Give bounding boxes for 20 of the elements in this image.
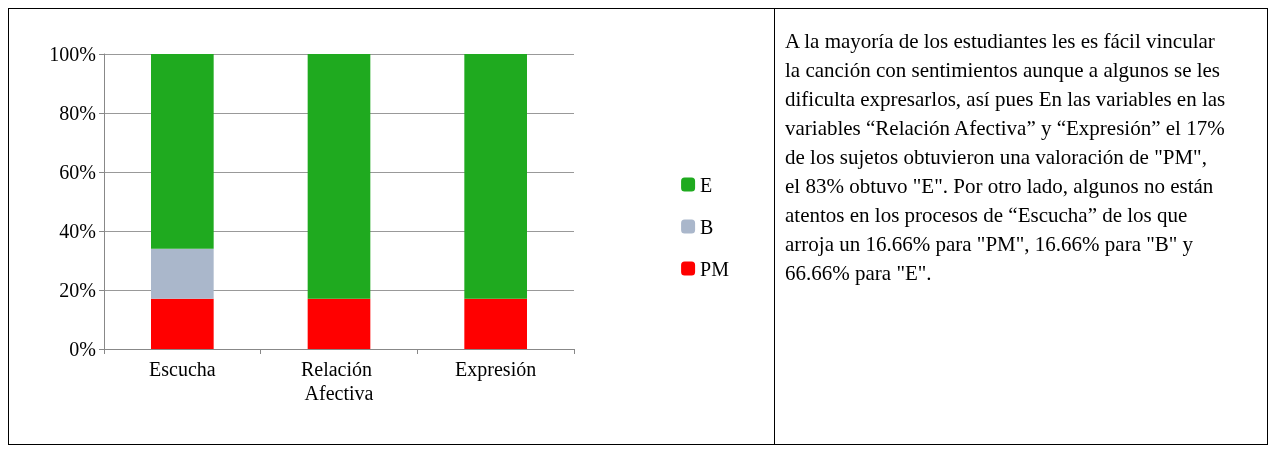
legend-label: B	[700, 215, 714, 238]
y-tick-label: 60%	[59, 161, 96, 183]
bar	[464, 298, 527, 349]
y-tick-label: 20%	[59, 279, 96, 301]
text: A la mayoría de los estudiantes les es fácil vincular la canción con sentimientos aunque a algunos se les dificulta expresarlos, así pues En las variables en las variables “Relación Afectiva” y “Expresión” el 17% de los sujetos obtuvieron una valoración de "PM", el 83% obtuvo "E". Por otro lado, algunos no están atentos en los procesos de “Escucha” de los que arroja un 16.66% para "PM", 16.66% para "B" y 66.66% para "E".	[785, 29, 1226, 285]
legend-label: PM	[700, 257, 730, 280]
bar	[151, 298, 214, 349]
bar	[151, 248, 214, 299]
bar	[151, 54, 214, 249]
x-tick-label: Expresión	[455, 358, 537, 381]
legend-label: E	[700, 173, 713, 196]
bar	[464, 54, 527, 299]
y-tick-label: 100%	[49, 43, 96, 65]
y-tick-label: 0%	[69, 338, 96, 360]
y-tick-label: 40%	[59, 220, 96, 242]
x-tick-label: Relación Afectiva	[300, 358, 378, 404]
bar	[307, 54, 371, 299]
y-tick-label: 80%	[59, 102, 96, 124]
bar	[307, 298, 371, 349]
x-tick-label: Escucha	[149, 358, 216, 380]
